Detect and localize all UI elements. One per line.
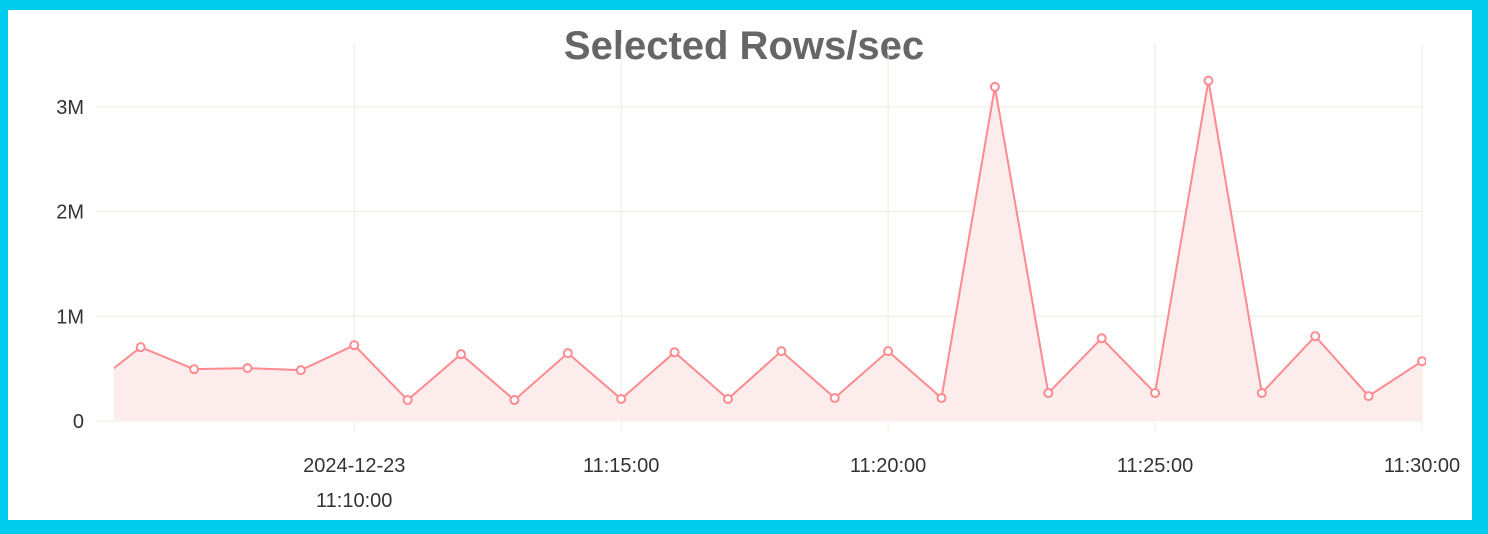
data-point [1256, 388, 1267, 399]
y-tick-label: 3M [56, 97, 84, 119]
data-point [616, 394, 627, 405]
data-point [1310, 331, 1321, 342]
y-tick-label: 0 [73, 411, 84, 433]
data-point [456, 349, 467, 360]
chart-title: Selected Rows/sec [563, 24, 925, 68]
data-point [989, 81, 1000, 92]
data-point [295, 365, 306, 376]
data-point [722, 394, 733, 405]
data-point [402, 395, 413, 406]
data-point [776, 346, 787, 357]
data-point [135, 342, 146, 353]
data-point [883, 346, 894, 357]
data-point [1096, 333, 1107, 344]
data-point [83, 385, 91, 393]
y-tick-label: 2M [56, 202, 84, 224]
data-point [1203, 75, 1214, 86]
data-point [242, 363, 253, 374]
data-point [829, 392, 840, 403]
y-tick-label: 1M [56, 306, 84, 328]
x-tick-label: 11:25:00 [1117, 455, 1193, 477]
x-tick-label: 11:20:00 [850, 455, 926, 477]
series-line [114, 80, 1423, 402]
data-point [936, 392, 947, 403]
series-area [114, 80, 1422, 421]
data-point [1363, 391, 1374, 402]
data-point [349, 340, 360, 351]
data-point [189, 364, 200, 375]
x-tick-label: 2024-12-23 [303, 455, 405, 477]
data-point [562, 348, 573, 359]
data-point [1417, 356, 1426, 367]
x-tick-label: 11:15:00 [583, 455, 659, 477]
data-point [669, 347, 680, 358]
data-point [1150, 388, 1161, 399]
x-tick-label: 11:10:00 [316, 490, 392, 512]
data-point [1043, 388, 1054, 399]
x-tick-label: 11:30:00 [1384, 455, 1460, 477]
data-point [509, 395, 520, 406]
